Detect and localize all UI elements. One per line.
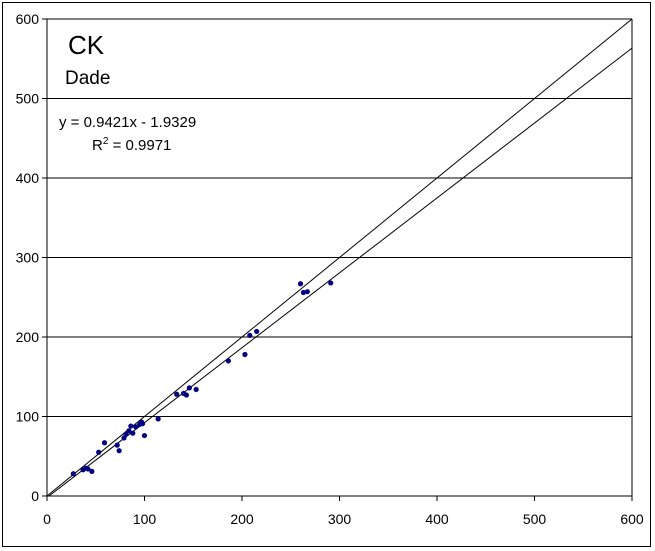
y-tick-label: 200 (16, 329, 40, 345)
fit-lines (46, 18, 633, 497)
data-point (139, 421, 146, 427)
data-point (304, 289, 310, 295)
tick-labels: 0 100 200 300 400 500 600 0 100 200 300 400 500 600 (16, 11, 644, 527)
x-tick-label: 300 (328, 511, 352, 527)
y-tick-label: 300 (16, 250, 40, 266)
data-point (300, 289, 307, 296)
chart-subtitle: Dade (65, 68, 110, 89)
data-point (225, 358, 231, 364)
data-point (242, 351, 248, 358)
data-point (121, 435, 127, 441)
r-squared-prefix: R (92, 137, 103, 154)
axes (42, 18, 633, 501)
data-point (186, 385, 192, 391)
data-point (128, 423, 134, 429)
r-squared-value: = 0.9971 (108, 137, 171, 154)
x-tick-label: 200 (230, 511, 254, 527)
data-point (297, 281, 304, 287)
x-tick-label: 500 (523, 511, 547, 527)
x-tick-label: 400 (425, 511, 449, 527)
y-tick-label: 600 (16, 11, 40, 27)
identity-line (46, 18, 633, 497)
data-point (89, 468, 95, 474)
regression-line (48, 47, 633, 497)
grid-lines (47, 18, 632, 417)
data-point (183, 392, 190, 398)
x-tick-label: 0 (43, 511, 51, 527)
data-point (133, 424, 139, 430)
data-point (193, 386, 199, 393)
y-tick-label: 100 (16, 409, 40, 425)
data-point (101, 440, 108, 446)
data-point (247, 332, 253, 339)
data-point (116, 448, 122, 454)
data-point (130, 430, 136, 436)
data-point (174, 391, 180, 397)
data-points (70, 280, 334, 477)
r-squared-superscript: 2 (103, 136, 109, 147)
x-tick-label: 600 (620, 511, 644, 527)
data-point (70, 471, 76, 477)
r-squared: R2 = 0.9971 (92, 136, 171, 154)
data-point (126, 428, 132, 434)
y-tick-label: 400 (16, 170, 40, 186)
y-tick-label: 0 (31, 488, 39, 504)
data-point (328, 280, 334, 286)
data-point (114, 442, 120, 448)
data-point (96, 449, 102, 455)
chart-title: CK (68, 30, 105, 60)
data-point (85, 466, 91, 472)
data-point (141, 432, 148, 439)
regression-equation: y = 0.9421x - 1.9329 (59, 114, 196, 131)
y-tick-label: 500 (16, 91, 40, 107)
data-point (254, 328, 260, 335)
data-point (155, 416, 161, 422)
x-tick-label: 100 (133, 511, 157, 527)
